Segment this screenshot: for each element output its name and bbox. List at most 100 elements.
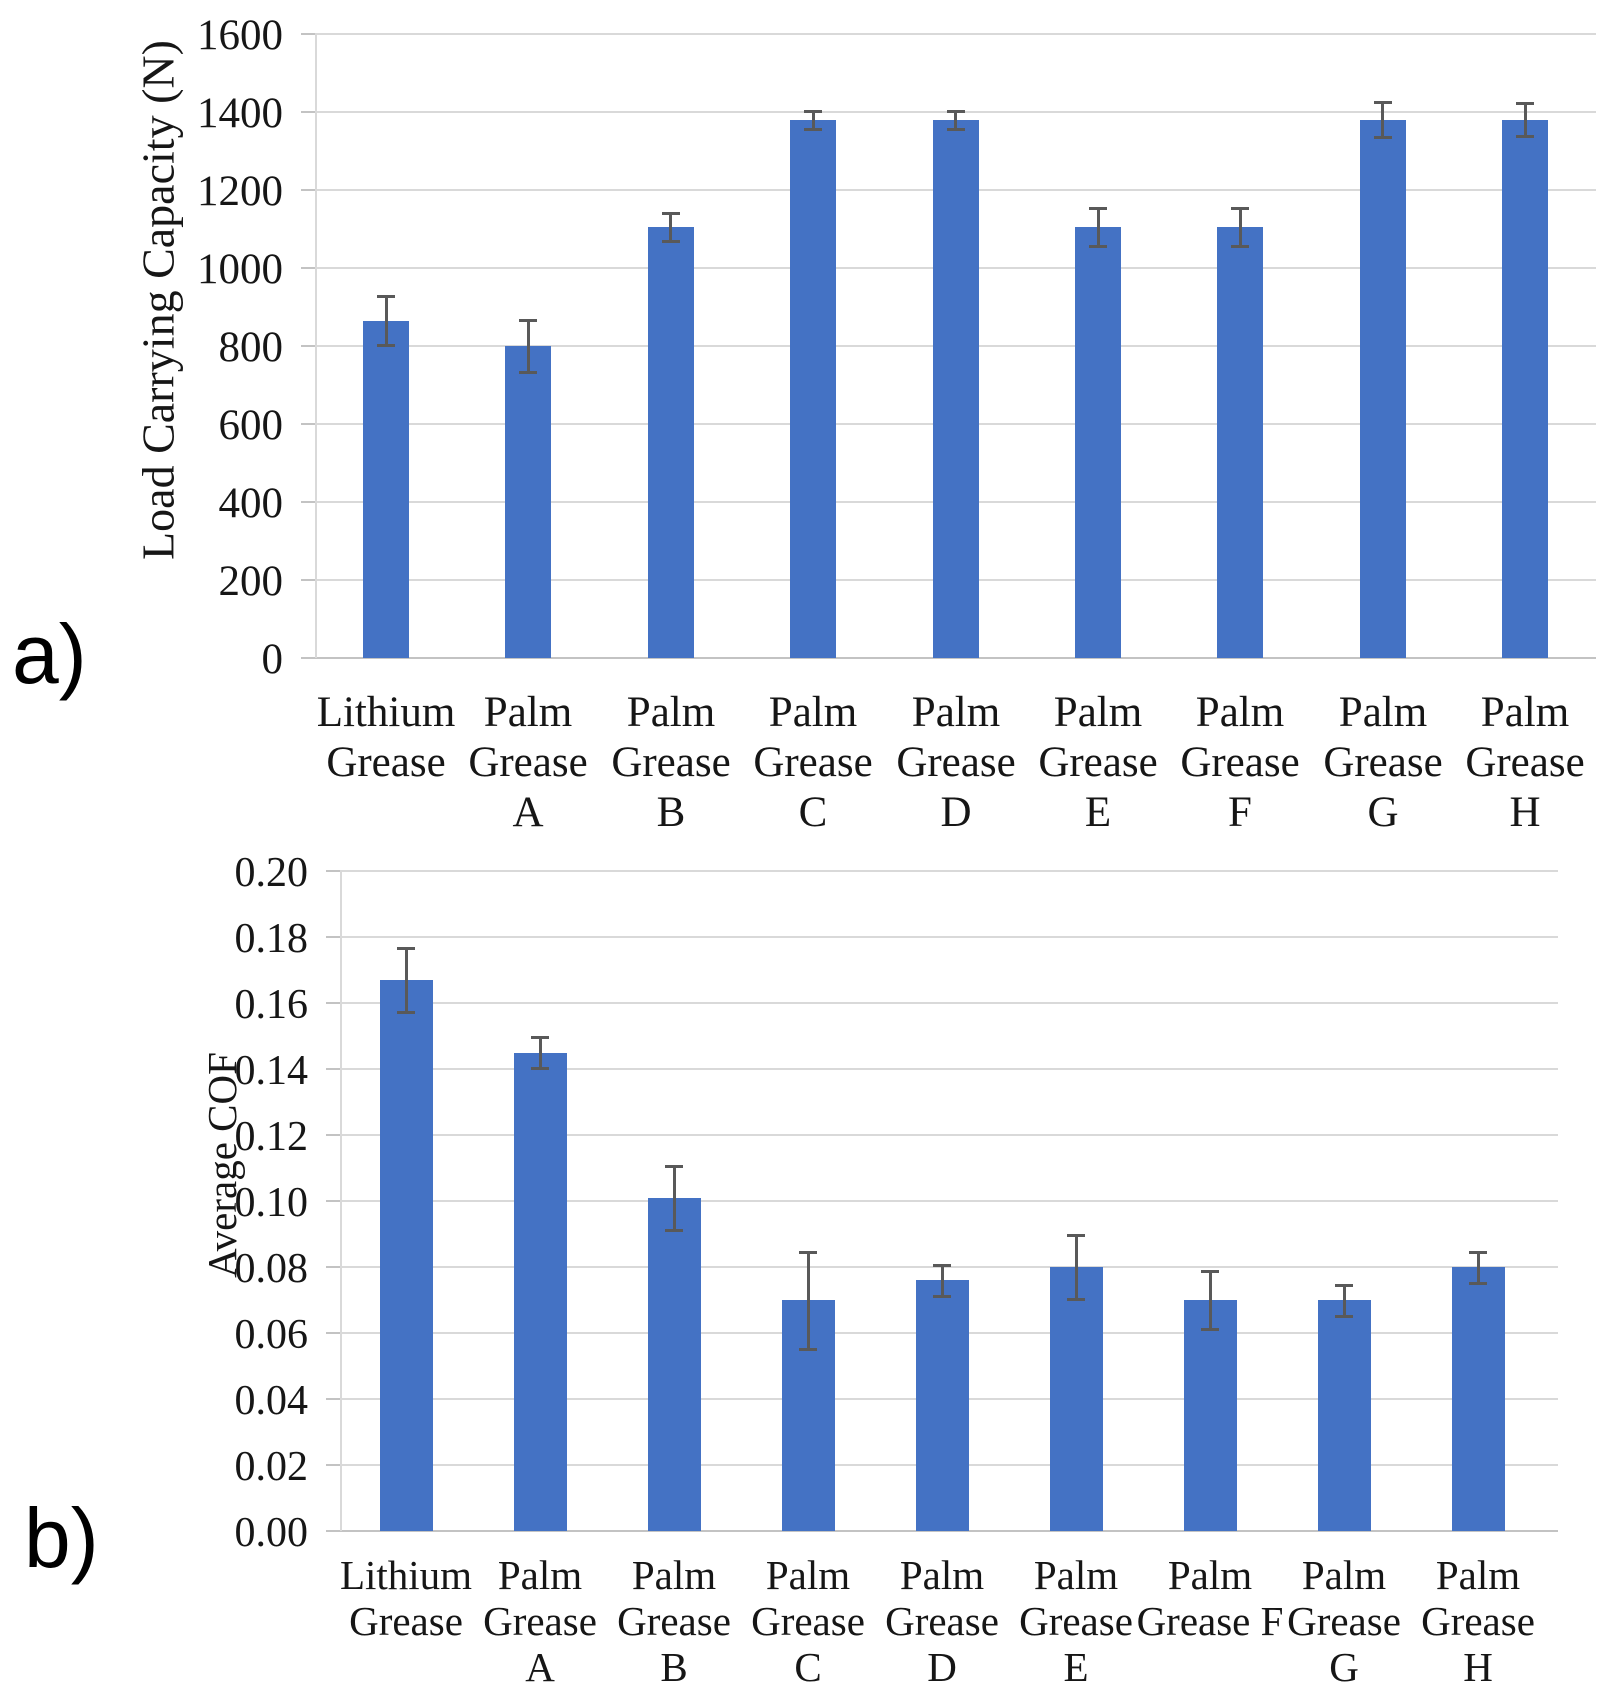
x-axis-baseline	[315, 657, 1596, 659]
bar-palm-grease-d	[933, 120, 979, 658]
x-category-label-line: Grease	[885, 1598, 999, 1644]
y-tick-label: 0.14	[234, 1048, 309, 1094]
error-bar-line	[1075, 1234, 1078, 1300]
error-bar-line	[941, 1264, 944, 1297]
y-axis-tickmark	[301, 33, 315, 35]
error-bar-cap-bottom	[662, 240, 680, 243]
error-bar-cap-top	[397, 947, 415, 950]
error-bar-line	[1239, 207, 1242, 247]
error-bar-line	[1381, 101, 1384, 138]
x-category-label-line: Lithium	[316, 689, 456, 736]
y-axis-tickmark	[301, 501, 315, 503]
x-category-label-line: Palm	[1167, 1552, 1253, 1598]
x-category-label-line: B	[656, 789, 686, 836]
error-bar-line	[1097, 207, 1100, 247]
y-tick-label: 0.08	[234, 1246, 309, 1292]
x-category-label-line: Grease	[1323, 739, 1443, 786]
x-category-label-line: Palm	[1338, 689, 1428, 736]
y-tick-label: 1400	[197, 90, 283, 137]
error-bar-cap-bottom	[1231, 245, 1249, 248]
y-tick-label: 600	[218, 402, 284, 449]
y-tick-label: 0.16	[234, 982, 309, 1028]
y-tick-label: 1200	[197, 168, 283, 215]
error-bar-cap-top	[531, 1036, 549, 1039]
x-category-label: Palm Grease B	[586, 688, 756, 838]
x-category-label-line: E	[1063, 1644, 1089, 1690]
x-category-label-line: Palm	[483, 689, 573, 736]
x-category-label: Palm Grease F	[1125, 1552, 1295, 1644]
y-axis-tickmark	[326, 936, 340, 938]
x-category-label-line: H	[1509, 789, 1541, 836]
y-axis-tickmark	[301, 189, 315, 191]
x-category-label-line: C	[794, 1644, 822, 1690]
x-category-label: Lithium Grease	[301, 688, 471, 788]
x-category-label: Palm Grease A	[443, 688, 613, 838]
bar-palm-grease-a	[514, 1053, 567, 1531]
gridline	[340, 1200, 1558, 1202]
error-bar-cap-top	[1231, 207, 1249, 210]
y-axis-tickmark	[326, 870, 340, 872]
y-tick-label: 0.20	[234, 850, 309, 896]
x-category-label-line: Palm	[768, 689, 858, 736]
error-bar-line	[405, 947, 408, 1013]
error-bar-cap-bottom	[1089, 245, 1107, 248]
bar-palm-grease-g	[1360, 120, 1406, 658]
error-bar-cap-top	[1067, 1234, 1085, 1237]
x-category-label-line: Palm	[1435, 1552, 1521, 1598]
error-bar-cap-top	[1089, 207, 1107, 210]
error-bar-cap-bottom	[531, 1067, 549, 1070]
x-category-label-line: Palm	[765, 1552, 851, 1598]
x-category-label-line: A	[512, 789, 544, 836]
x-category-label-line: B	[660, 1644, 688, 1690]
x-category-label-line: Grease	[1421, 1598, 1535, 1644]
x-category-label: Palm Grease G	[1298, 688, 1468, 838]
y-tick-label: 1600	[197, 12, 283, 59]
error-bar-line	[1209, 1270, 1212, 1330]
x-category-label-line: Palm	[911, 689, 1001, 736]
x-category-label-line: Palm	[1053, 689, 1143, 736]
error-bar-cap-top	[662, 212, 680, 215]
x-category-label-line: Grease	[1465, 739, 1585, 786]
error-bar-cap-bottom	[1201, 1328, 1219, 1331]
bar-lithium-grease	[380, 980, 433, 1531]
x-category-label-line: Palm	[1195, 689, 1285, 736]
bar-palm-grease-d	[916, 1280, 969, 1531]
y-axis-tickmark	[326, 1068, 340, 1070]
error-bar-cap-bottom	[665, 1229, 683, 1232]
x-category-label-line: Palm	[1480, 689, 1570, 736]
x-category-label-line: G	[1367, 789, 1399, 836]
y-tick-label: 0.04	[234, 1378, 309, 1424]
bar-palm-grease-e	[1050, 1267, 1103, 1531]
error-bar-cap-top	[1335, 1284, 1353, 1287]
error-bar-line	[527, 319, 530, 373]
y-tick-label: 0	[261, 636, 284, 683]
y-axis-tickmark	[301, 267, 315, 269]
x-category-label: Palm Grease F	[1155, 688, 1325, 838]
y-tick-label: 0.10	[234, 1180, 309, 1226]
y-axis-tickmark	[326, 1530, 340, 1532]
error-bar-cap-bottom	[799, 1348, 817, 1351]
x-category-label-line: D	[927, 1644, 957, 1690]
error-bar-cap-top	[1469, 1251, 1487, 1254]
bar-palm-grease-e	[1075, 227, 1121, 658]
x-category-label: Palm Grease D	[857, 1552, 1027, 1690]
y-axis-line	[340, 871, 342, 1531]
error-bar-cap-bottom	[933, 1295, 951, 1298]
panel-a-letter: a)	[12, 607, 87, 701]
x-category-label-line: Grease	[1180, 739, 1300, 786]
x-category-label-line: Grease	[1038, 739, 1158, 786]
error-bar-cap-top	[1516, 102, 1534, 105]
x-category-label: Palm Grease E	[1013, 688, 1183, 838]
x-category-label-line: Grease	[611, 739, 731, 786]
x-category-label-line: Grease	[1019, 1598, 1133, 1644]
y-axis-tickmark	[301, 657, 315, 659]
error-bar-cap-top	[519, 319, 537, 322]
bar-palm-grease-a	[505, 346, 551, 658]
y-axis-tickmark	[326, 1134, 340, 1136]
y-axis-tickmark	[301, 579, 315, 581]
x-category-label: Palm Grease H	[1393, 1552, 1563, 1690]
error-bar-line	[807, 1251, 810, 1350]
y-axis-tickmark	[326, 1266, 340, 1268]
y-axis-tickmark	[326, 1002, 340, 1004]
